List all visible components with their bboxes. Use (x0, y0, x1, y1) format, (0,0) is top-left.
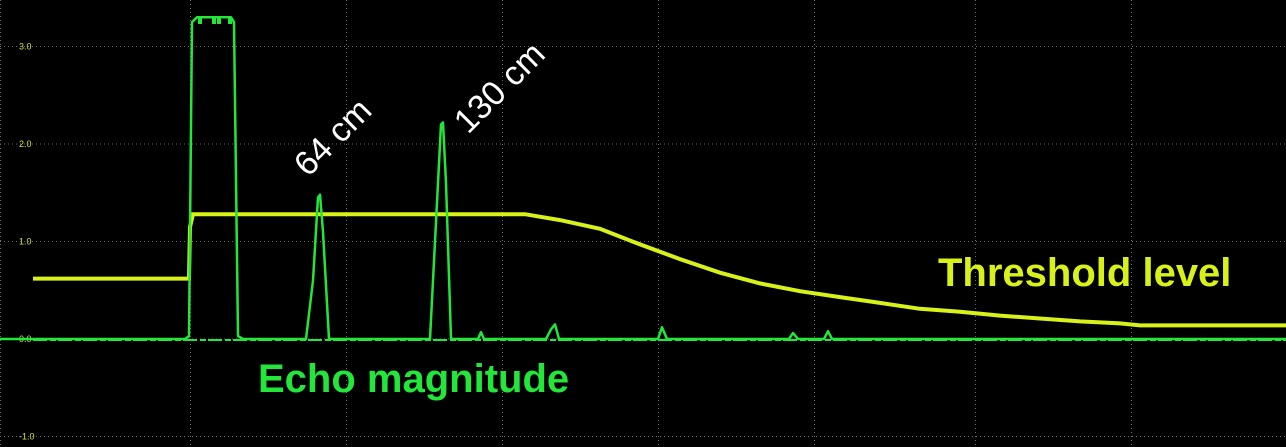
trigger-marker (228, 18, 232, 24)
threshold-level-line (33, 212, 1286, 328)
series-layer (0, 16, 1286, 341)
echo-magnitude-line (0, 16, 1286, 341)
y-tick-label: 1.0 (19, 237, 32, 247)
y-tick-label: 2.0 (19, 139, 32, 149)
trigger-marker (198, 18, 202, 24)
echo-magnitude-label: Echo magnitude (258, 357, 569, 401)
top-trigger-markers (198, 18, 232, 24)
trigger-marker (212, 18, 216, 24)
threshold-level-label: Threshold level (938, 251, 1231, 295)
trigger-marker (217, 18, 221, 24)
y-tick-label: 3.0 (19, 42, 32, 52)
y-tick-label: -1.0 (19, 432, 35, 442)
